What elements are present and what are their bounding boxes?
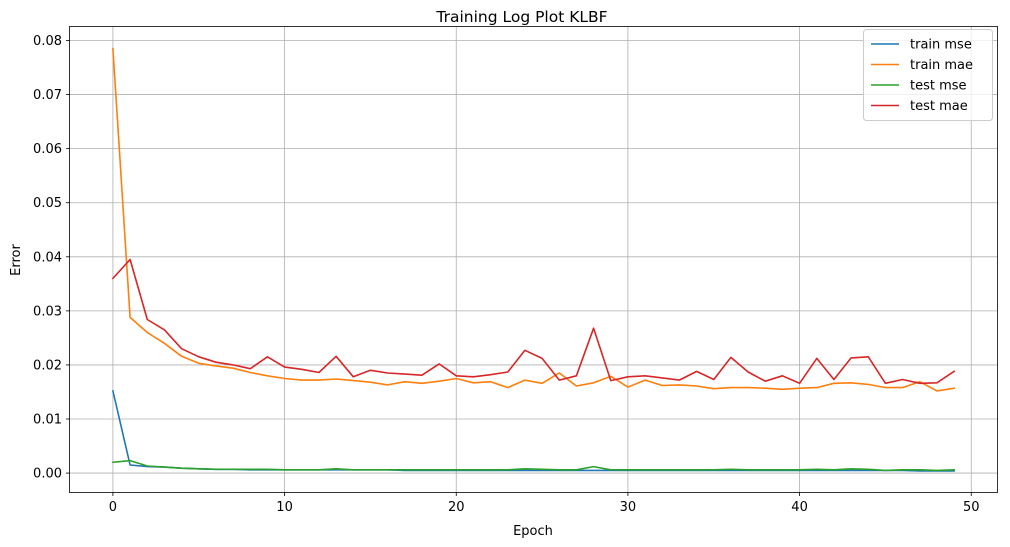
x-tick-label: 30 — [620, 500, 637, 515]
x-tick-label: 20 — [448, 500, 465, 515]
legend-label: test mse — [910, 79, 967, 94]
legend-label: train mae — [910, 58, 973, 73]
y-tick-label: 0.00 — [33, 467, 62, 482]
x-tick-label: 50 — [963, 500, 980, 515]
plot-frame — [69, 26, 998, 493]
x-tick-label: 10 — [276, 500, 293, 515]
legend: train mse train mae test mse test mae — [863, 29, 993, 121]
y-axis: 0.00 0.01 0.02 0.03 0.04 0.05 0.06 0.07 0.08 — [33, 34, 70, 482]
y-tick-label: 0.07 — [33, 88, 62, 103]
x-axis: 0 10 20 30 40 50 — [109, 492, 980, 515]
y-tick-label: 0.02 — [33, 358, 62, 373]
legend-label: test mae — [910, 99, 968, 114]
series-lines — [111, 47, 956, 472]
series-line-train-mae — [112, 47, 956, 392]
y-tick-label: 0.03 — [33, 304, 62, 319]
y-axis-title: Error — [9, 244, 24, 276]
x-axis-title: Epoch — [513, 524, 553, 539]
x-tick-label: 0 — [109, 500, 117, 515]
series-line-test-mse — [112, 459, 955, 472]
y-tick-label: 0.06 — [33, 142, 62, 157]
chart-title: Training Log Plot KLBF — [435, 8, 607, 26]
y-tick-label: 0.04 — [33, 250, 62, 265]
legend-label: train mse — [910, 38, 972, 53]
y-tick-label: 0.08 — [33, 34, 62, 49]
series-line-test-mae — [111, 258, 956, 385]
x-tick-label: 40 — [791, 500, 808, 515]
y-tick-label: 0.01 — [33, 413, 62, 428]
series-line-train-mse — [111, 389, 955, 472]
grid-lines — [70, 27, 997, 492]
legend-box — [863, 29, 993, 121]
y-tick-label: 0.05 — [33, 196, 62, 211]
